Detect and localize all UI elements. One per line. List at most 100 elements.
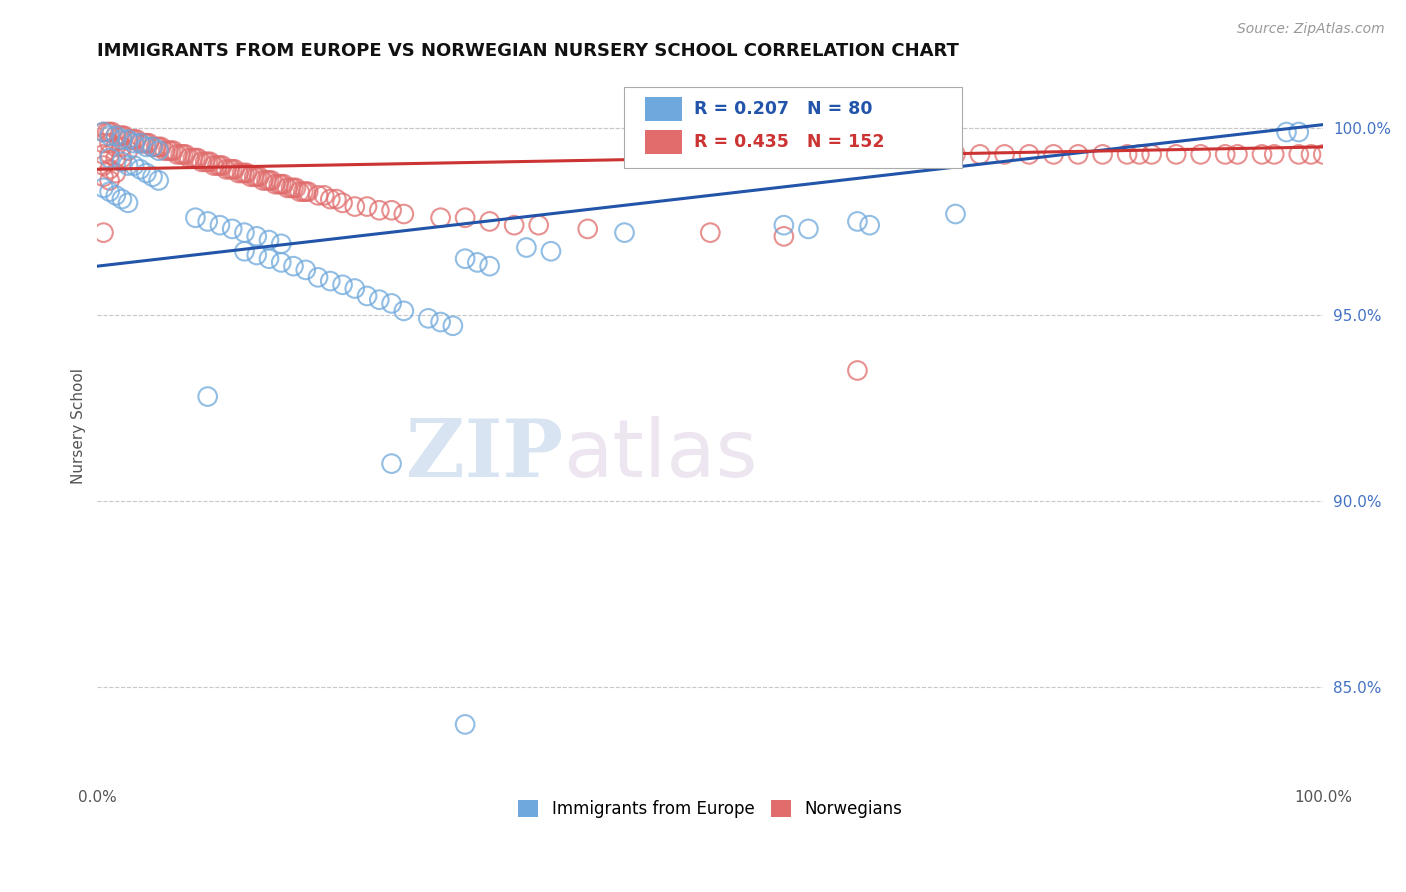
- Point: [129, 162, 152, 177]
- Point: [125, 132, 148, 146]
- Point: [478, 214, 501, 228]
- Point: [93, 226, 115, 240]
- Point: [104, 166, 127, 180]
- Point: [98, 151, 121, 165]
- Point: [197, 154, 219, 169]
- Point: [194, 154, 217, 169]
- Point: [576, 222, 599, 236]
- Point: [1288, 125, 1310, 139]
- Point: [515, 241, 537, 255]
- Point: [93, 125, 115, 139]
- Text: R = 0.207   N = 80: R = 0.207 N = 80: [695, 100, 873, 118]
- Point: [93, 125, 115, 139]
- Point: [257, 173, 280, 187]
- Point: [883, 151, 905, 165]
- Point: [141, 140, 163, 154]
- Point: [148, 173, 170, 187]
- Point: [846, 363, 869, 377]
- Point: [264, 177, 287, 191]
- Point: [98, 125, 121, 139]
- Point: [98, 173, 121, 187]
- Point: [284, 181, 307, 195]
- Point: [1299, 147, 1322, 161]
- Point: [392, 207, 415, 221]
- Point: [98, 185, 121, 199]
- Point: [221, 162, 243, 177]
- Point: [207, 159, 229, 173]
- Point: [381, 457, 404, 471]
- Point: [270, 236, 292, 251]
- Point: [104, 151, 127, 165]
- Point: [257, 252, 280, 266]
- Point: [846, 214, 869, 228]
- Point: [392, 304, 415, 318]
- Point: [93, 159, 115, 173]
- Point: [246, 229, 269, 244]
- Point: [1312, 147, 1334, 161]
- Point: [111, 128, 134, 143]
- Point: [246, 248, 269, 262]
- Point: [356, 289, 378, 303]
- Point: [821, 151, 844, 165]
- Point: [98, 128, 121, 143]
- Point: [243, 169, 266, 184]
- Text: R = 0.435   N = 152: R = 0.435 N = 152: [695, 133, 884, 151]
- Point: [381, 296, 404, 310]
- Point: [184, 151, 207, 165]
- Point: [773, 218, 796, 232]
- Point: [307, 270, 329, 285]
- Point: [166, 147, 188, 161]
- Point: [104, 140, 127, 154]
- Point: [197, 214, 219, 228]
- Point: [332, 277, 354, 292]
- Point: [1288, 147, 1310, 161]
- Point: [93, 147, 115, 161]
- Point: [117, 132, 139, 146]
- Point: [993, 147, 1015, 161]
- Point: [252, 173, 274, 187]
- Point: [101, 125, 124, 139]
- Point: [145, 140, 167, 154]
- Point: [613, 226, 636, 240]
- Point: [294, 263, 316, 277]
- Point: [319, 192, 342, 206]
- Point: [198, 154, 221, 169]
- Point: [141, 140, 163, 154]
- Point: [381, 203, 404, 218]
- Point: [179, 151, 201, 165]
- Point: [273, 177, 295, 191]
- Point: [132, 136, 155, 151]
- Point: [117, 132, 139, 146]
- Point: [260, 173, 283, 187]
- Point: [141, 169, 163, 184]
- Point: [1091, 147, 1114, 161]
- Point: [503, 218, 526, 232]
- Point: [150, 140, 173, 154]
- Point: [1042, 147, 1064, 161]
- Point: [96, 125, 118, 139]
- Point: [267, 177, 290, 191]
- Point: [211, 159, 233, 173]
- Point: [429, 211, 451, 225]
- Point: [233, 226, 256, 240]
- Point: [356, 200, 378, 214]
- Point: [129, 136, 152, 151]
- Point: [846, 151, 869, 165]
- Point: [111, 140, 134, 154]
- Point: [1116, 147, 1139, 161]
- Point: [454, 252, 477, 266]
- Point: [969, 147, 991, 161]
- Point: [129, 136, 152, 151]
- Legend: Immigrants from Europe, Norwegians: Immigrants from Europe, Norwegians: [512, 794, 908, 825]
- Point: [197, 390, 219, 404]
- Point: [148, 144, 170, 158]
- Point: [920, 151, 942, 165]
- Point: [292, 185, 315, 199]
- Point: [454, 211, 477, 225]
- Point: [117, 195, 139, 210]
- Point: [527, 218, 550, 232]
- FancyBboxPatch shape: [624, 87, 962, 168]
- Point: [270, 177, 292, 191]
- Point: [138, 136, 160, 151]
- Point: [314, 188, 336, 202]
